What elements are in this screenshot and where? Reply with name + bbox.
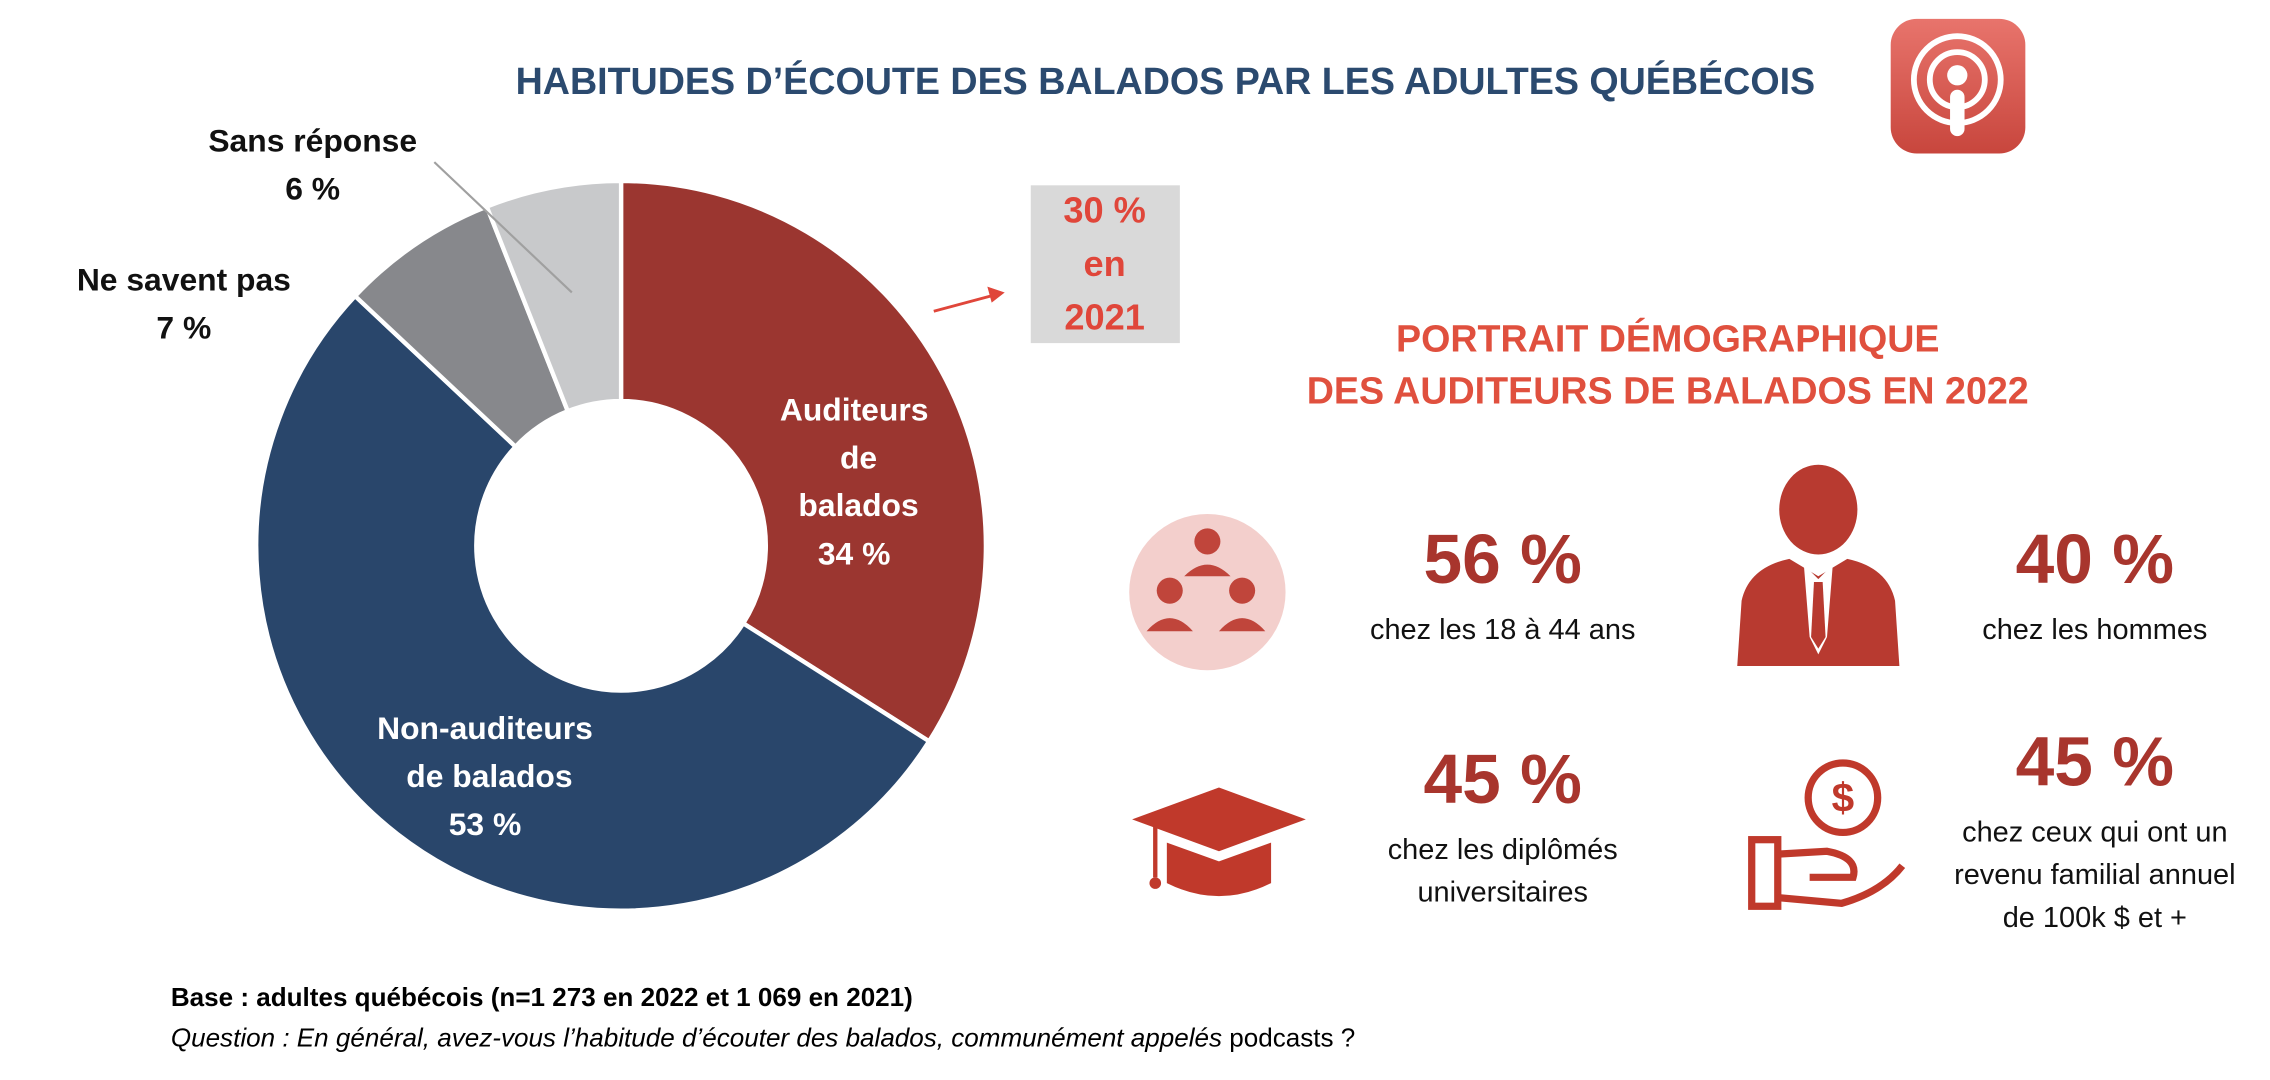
donut-slice — [618, 178, 989, 745]
question-term: podcasts ? — [1229, 1022, 1355, 1052]
stat-label: revenu familial annuel — [1954, 859, 2236, 891]
donut-slice — [254, 292, 933, 913]
podcast-icon — [1890, 18, 2026, 154]
graduation-icon — [1132, 787, 1306, 897]
stat-value: 56 % — [1424, 520, 1582, 598]
group-icon — [1129, 513, 1286, 671]
stat-value: 40 % — [2016, 520, 2174, 598]
slice-value-label: 34 % — [818, 535, 891, 571]
donut-slice — [483, 178, 624, 415]
slice-label: Ne savent pas — [77, 262, 291, 298]
annotation-arrowhead — [987, 286, 1005, 303]
question: Question : En général, avez-vous l’habit… — [171, 1022, 1222, 1052]
annotation-text: 30 % — [1063, 189, 1145, 230]
footer-question: Question : En général, avez-vous l’habit… — [171, 1022, 1355, 1052]
svg-text:$: $ — [1832, 774, 1855, 820]
annotation-box — [1030, 185, 1180, 344]
stat-label: universitaires — [1417, 877, 1587, 909]
annotation-text: 2021 — [1064, 297, 1145, 338]
slice-value-label: 6 % — [285, 171, 340, 207]
man-icon — [1737, 464, 1900, 666]
annotation-arrow — [933, 293, 994, 313]
portrait-title: PORTRAIT DÉMOGRAPHIQUE — [1396, 318, 1940, 360]
slice-label: Auditeurs de balados — [780, 392, 929, 524]
stat-label: chez les hommes — [1982, 614, 2207, 646]
slice-value-label: 7 % — [156, 309, 211, 345]
stat-value: 45 % — [2016, 723, 2174, 801]
stat-label: chez les diplômés — [1388, 834, 1618, 866]
footer-base: Base : adultes québécois (n=1 273 en 202… — [171, 982, 913, 1012]
slice-value-label: 53 % — [449, 806, 522, 842]
leader-line — [433, 161, 573, 294]
slice-label: Sans réponse — [208, 123, 417, 159]
annotation-text: en — [1083, 243, 1125, 284]
chart-title: HABITUDES D’ÉCOUTE DES BALADOS PAR LES A… — [516, 60, 1816, 102]
stat-label: chez ceux qui ont un — [1962, 817, 2227, 849]
stat-value: 45 % — [1424, 740, 1582, 818]
slice-label: Non-auditeurs de balados — [377, 711, 593, 795]
stat-label: de 100k $ et + — [2003, 902, 2187, 934]
portrait-title: DES AUDITEURS DE BALADOS EN 2022 — [1307, 370, 2029, 412]
income-icon: $ — [1748, 759, 1906, 910]
stat-label: chez les 18 à 44 ans — [1370, 614, 1635, 646]
